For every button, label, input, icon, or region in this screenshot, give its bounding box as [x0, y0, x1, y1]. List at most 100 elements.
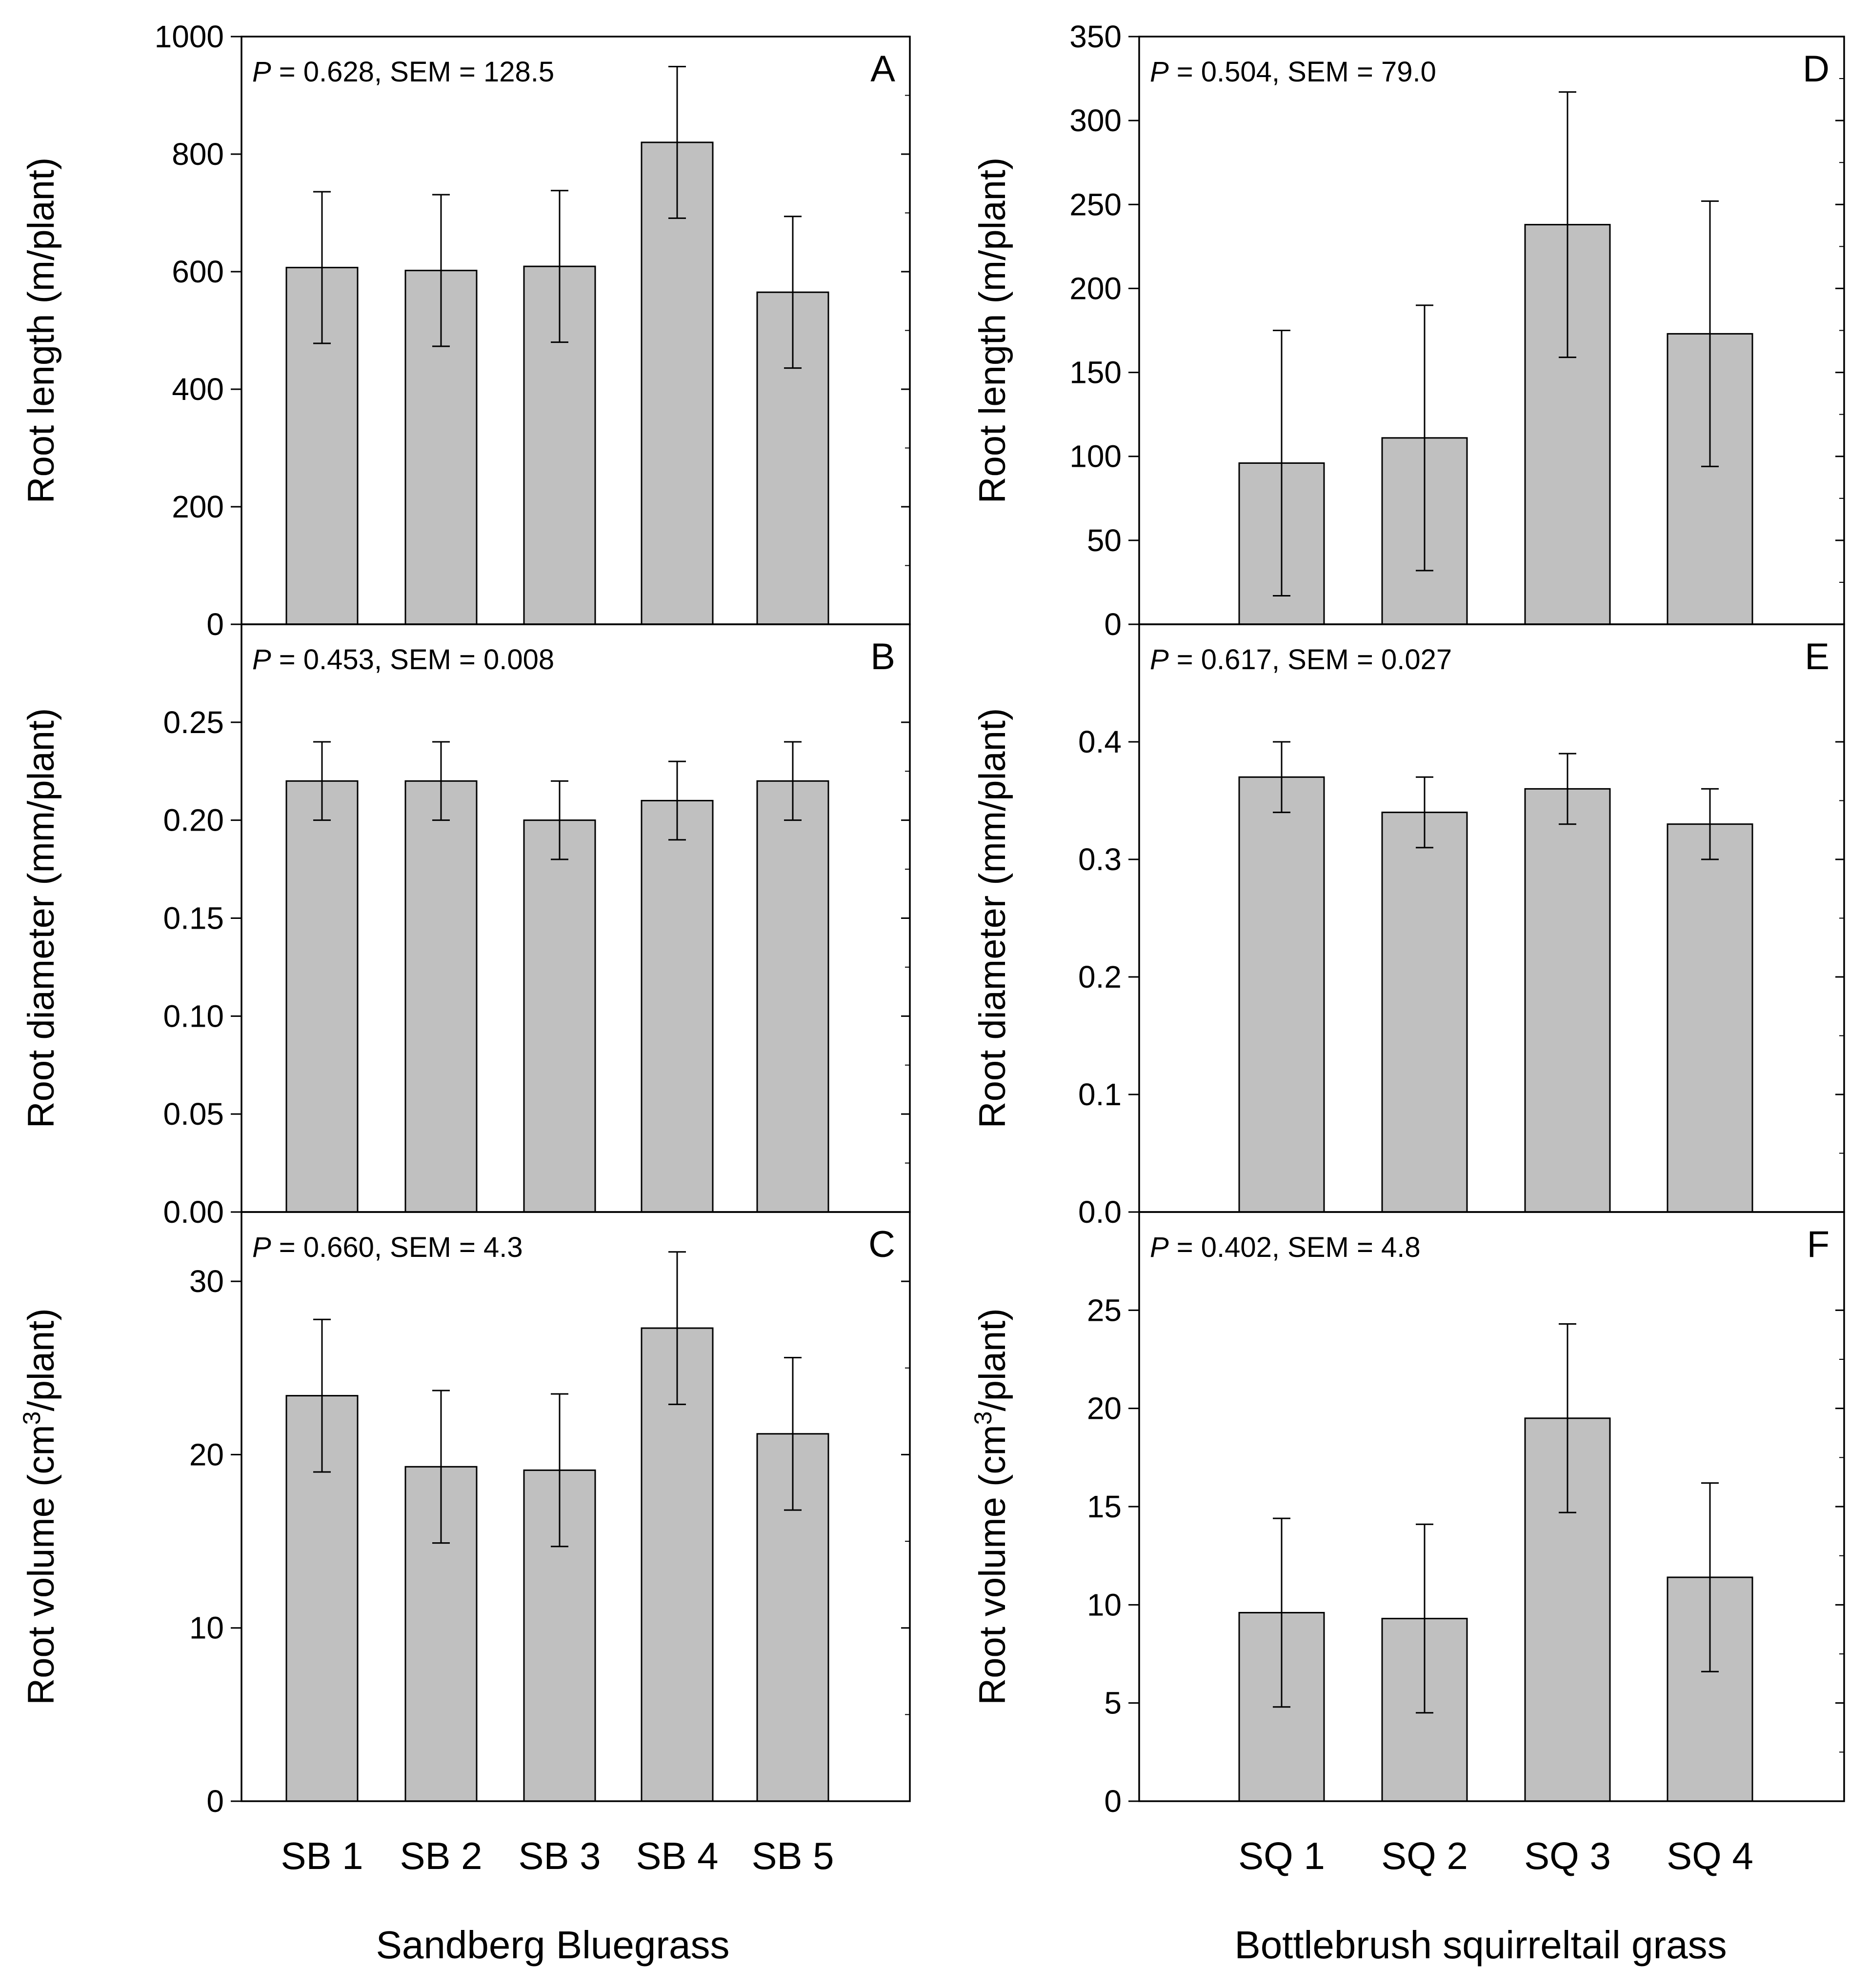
panel-c: 0 10 20 30 P = 0.660, SEM = 4.3 C Root volume …	[18, 1211, 911, 1877]
ylabel-d: Root length (m/plant)	[972, 158, 1013, 504]
panel-letter-a: A	[870, 48, 895, 90]
error-bar-a-3	[551, 190, 568, 343]
bar-b-4	[641, 800, 714, 1213]
bar-e-2	[1381, 812, 1468, 1213]
bar-a-4	[641, 141, 714, 625]
xcat-label-c-3: SB 3	[518, 1834, 601, 1877]
error-bar-f-1	[1273, 1517, 1290, 1708]
error-bar-c-2	[432, 1390, 450, 1544]
ytick-label-c-0: 0	[206, 1784, 224, 1819]
ytick-label-a-5: 1000	[155, 19, 224, 54]
error-bar-c-3	[551, 1393, 568, 1548]
panel-letter-b: B	[870, 636, 895, 677]
error-bar-f-3	[1559, 1323, 1576, 1513]
error-bar-f-4	[1701, 1482, 1719, 1672]
error-bar-e-3	[1559, 753, 1576, 825]
panel-letter-d: D	[1803, 48, 1829, 90]
ylabel-c: Root volume (cm3/plant)	[18, 1308, 62, 1705]
error-bar-b-5	[784, 741, 802, 821]
ytick-label-e-2: 0.2	[1078, 959, 1122, 994]
ytick-label-d-7: 350	[1069, 19, 1122, 54]
panel-letter-e: E	[1805, 636, 1829, 677]
ytick-label-b-3: 0.15	[163, 901, 224, 936]
ylabel-f: Root volume (cm3/plant)	[969, 1308, 1013, 1705]
xcat-label-f-4: SQ 4	[1667, 1834, 1753, 1877]
ytick-label-a-2: 400	[172, 372, 224, 407]
ytick-label-d-6: 300	[1069, 103, 1122, 138]
ylabel-a: Root length (m/plant)	[20, 158, 62, 504]
error-bar-d-2	[1416, 304, 1433, 572]
bar-e-3	[1524, 788, 1611, 1213]
panel-f: 0 5 10 15 20 25 P = 0.402, SEM = 4.8 F Root volu…	[969, 1211, 1845, 1877]
ytick-label-f-1: 5	[1104, 1686, 1122, 1721]
ytick-label-f-2: 10	[1087, 1587, 1122, 1622]
error-bar-a-1	[313, 191, 331, 344]
error-bar-a-2	[432, 194, 450, 347]
panel-a: 0 200 400 600 800 1000 P = 0.628, SEM = 128.5 A…	[20, 19, 911, 642]
ytick-label-d-5: 250	[1069, 187, 1122, 222]
error-bar-c-5	[784, 1356, 802, 1511]
ytick-label-f-5: 25	[1087, 1292, 1122, 1328]
error-bar-d-3	[1559, 91, 1576, 358]
stats-a: P = 0.628, SEM = 128.5	[252, 56, 554, 88]
ytick-label-d-1: 50	[1087, 523, 1122, 558]
error-bar-f-2	[1416, 1523, 1433, 1714]
error-bar-d-4	[1701, 200, 1719, 467]
ytick-label-b-5: 0.25	[163, 705, 224, 740]
xcat-label-c-5: SB 5	[751, 1834, 834, 1877]
stats-b: P = 0.453, SEM = 0.008	[252, 644, 554, 676]
ytick-label-e-4: 0.4	[1078, 724, 1122, 759]
axes-frame-c	[241, 1211, 911, 1802]
ytick-label-e-0: 0.0	[1078, 1194, 1122, 1230]
error-bar-b-3	[551, 780, 568, 860]
bar-b-5	[756, 780, 829, 1213]
stats-d: P = 0.504, SEM = 79.0	[1150, 56, 1436, 88]
error-bar-e-4	[1701, 788, 1719, 860]
ytick-label-b-0: 0.00	[163, 1194, 224, 1230]
xcat-label-f-2: SQ 2	[1381, 1834, 1468, 1877]
ytick-label-f-3: 15	[1087, 1489, 1122, 1524]
ylabel-e: Root diameter (mm/plant)	[972, 708, 1013, 1129]
ytick-label-c-1: 10	[189, 1610, 224, 1646]
species-label-left: Sandberg Bluegrass	[376, 1923, 730, 1967]
ytick-label-a-0: 0	[206, 607, 224, 642]
error-bar-a-4	[668, 65, 686, 219]
ytick-label-b-4: 0.20	[163, 803, 224, 838]
panel-letter-f: F	[1807, 1224, 1829, 1265]
error-bar-c-1	[313, 1318, 331, 1473]
ytick-label-a-1: 200	[172, 489, 224, 524]
error-bar-e-2	[1416, 776, 1433, 849]
ytick-label-d-0: 0	[1104, 607, 1122, 642]
bar-b-1	[285, 780, 359, 1213]
ylabel-b: Root diameter (mm/plant)	[20, 708, 62, 1129]
ytick-label-e-1: 0.1	[1078, 1077, 1122, 1112]
xcat-label-f-1: SQ 1	[1238, 1834, 1325, 1877]
ytick-label-f-4: 20	[1087, 1391, 1122, 1426]
error-bar-a-5	[784, 216, 802, 369]
ytick-label-d-2: 100	[1069, 439, 1122, 474]
bar-e-4	[1667, 823, 1753, 1213]
ytick-label-c-2: 20	[189, 1437, 224, 1472]
ytick-label-f-0: 0	[1104, 1784, 1122, 1819]
species-label-right: Bottlebrush squirreltail grass	[1234, 1923, 1727, 1967]
ytick-label-d-3: 150	[1069, 355, 1122, 390]
stats-e: P = 0.617, SEM = 0.027	[1150, 644, 1452, 676]
error-bar-b-1	[313, 741, 331, 821]
xcat-label-c-1: SB 1	[281, 1834, 363, 1877]
ytick-label-b-2: 0.10	[163, 998, 224, 1034]
stats-f: P = 0.402, SEM = 4.8	[1150, 1232, 1421, 1263]
xcat-label-f-3: SQ 3	[1524, 1834, 1611, 1877]
bar-b-3	[523, 819, 596, 1213]
bar-b-2	[404, 780, 478, 1213]
error-bar-d-1	[1273, 330, 1290, 596]
ytick-label-b-1: 0.05	[163, 1096, 224, 1132]
error-bar-b-4	[668, 760, 686, 841]
panel-e: 0.0 0.1 0.2 0.3 0.4 P = 0.617, SEM = 0.027 E Ro…	[972, 623, 1845, 1230]
panel-b: 0.00 0.05 0.10 0.15 0.20 0.25 P = 0.453, SEM =…	[20, 623, 911, 1230]
ytick-label-e-3: 0.3	[1078, 842, 1122, 877]
stats-c: P = 0.660, SEM = 4.3	[252, 1232, 523, 1263]
error-bar-c-4	[668, 1251, 686, 1405]
ytick-label-a-4: 800	[172, 137, 224, 172]
